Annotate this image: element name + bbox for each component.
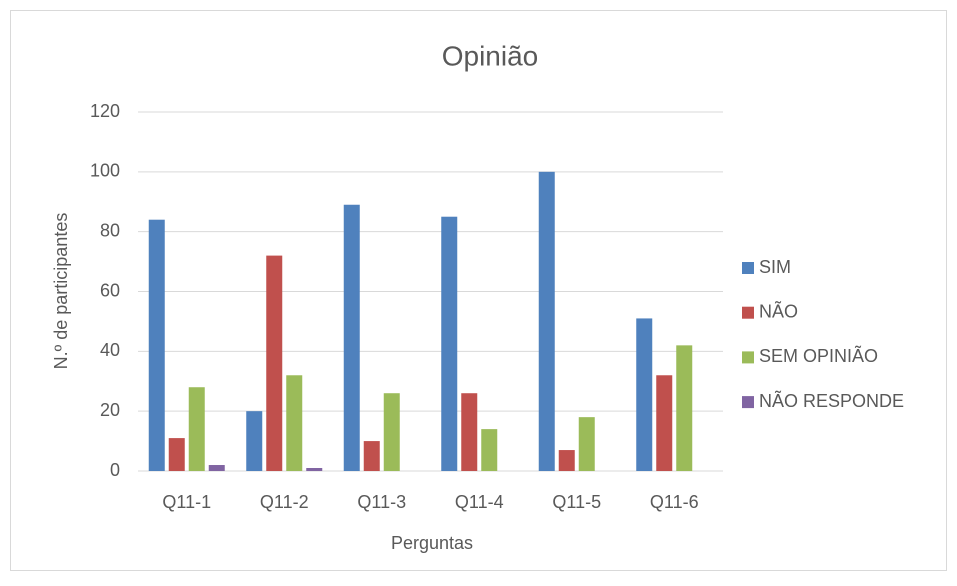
y-tick-label: 60 xyxy=(100,280,120,300)
bar xyxy=(461,393,478,471)
x-tick-label: Q11-6 xyxy=(650,492,699,512)
legend-label: SEM OPINIÃO xyxy=(759,345,878,366)
bar xyxy=(343,204,360,471)
bar xyxy=(363,441,380,471)
x-tick-label: Q11-2 xyxy=(260,492,309,512)
bar xyxy=(578,417,595,471)
bar xyxy=(656,375,673,471)
legend-label: NÃO RESPONDE xyxy=(759,390,904,411)
bar xyxy=(676,345,693,471)
chart-title: Opinião xyxy=(442,40,539,71)
bar xyxy=(208,465,225,471)
bar xyxy=(286,375,303,471)
legend-swatch xyxy=(742,306,754,319)
legend-swatch xyxy=(742,396,754,409)
bar xyxy=(188,387,205,471)
bar xyxy=(481,429,498,471)
y-tick-label: 100 xyxy=(90,161,120,181)
bar xyxy=(441,216,458,471)
bar xyxy=(148,219,165,471)
y-tick-label: 80 xyxy=(100,220,120,240)
y-tick-label: 20 xyxy=(100,400,120,420)
legend-label: SIM xyxy=(759,257,791,277)
y-axis-label: N.º de participantes xyxy=(51,213,71,370)
legend-swatch xyxy=(742,262,754,274)
bar xyxy=(558,450,575,471)
bar xyxy=(266,255,283,471)
legend-label: NÃO xyxy=(759,300,798,321)
x-axis-label: Perguntas xyxy=(391,533,473,553)
bar xyxy=(246,411,263,471)
bar xyxy=(168,438,185,471)
y-tick-label: 40 xyxy=(100,340,120,360)
bar xyxy=(306,468,323,471)
x-tick-label: Q11-4 xyxy=(455,492,504,512)
bar xyxy=(383,393,400,471)
legend-swatch xyxy=(742,351,754,364)
bar xyxy=(636,318,653,471)
x-tick-label: Q11-5 xyxy=(552,492,601,512)
x-tick-label: Q11-3 xyxy=(357,492,406,512)
x-tick-label: Q11-1 xyxy=(162,492,211,512)
y-tick-label: 0 xyxy=(110,460,120,480)
bar xyxy=(538,171,555,472)
y-tick-label: 120 xyxy=(90,101,120,121)
chart-border xyxy=(10,10,947,571)
